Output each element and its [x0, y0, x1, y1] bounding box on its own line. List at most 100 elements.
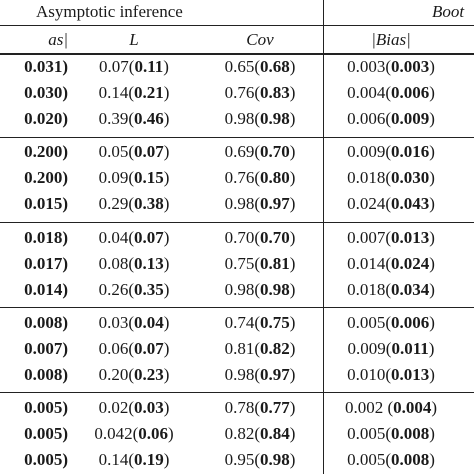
cell-boot-bias: 0.009(0.011) [347, 339, 435, 358]
cell-bold-value: 0.006 [391, 313, 430, 332]
cell-length: 0.14(0.21) [98, 83, 170, 102]
cell-bold-value: 0.38 [134, 194, 164, 213]
cell-estimate: 0.98 [224, 109, 255, 128]
cell-bold-value: 0.98 [260, 109, 290, 128]
cell-bold-value: 0.15 [134, 168, 164, 187]
cell-bias-tail: 0.007) [24, 339, 68, 358]
cell-coverage: 0.98(0.98) [224, 280, 296, 299]
cell-bias-tail: 0.020) [24, 109, 68, 128]
cell-estimate: 0.042 [94, 424, 133, 443]
col-header-bias: as| [48, 30, 68, 49]
cell-estimate: 0.76 [224, 83, 255, 102]
cell-estimate: 0.05 [98, 142, 129, 161]
cell-bold-value: 0.009 [391, 109, 430, 128]
cell-coverage: 0.98(0.98) [224, 109, 296, 128]
cell-estimate: 0.98 [224, 194, 255, 213]
cell-bias-tail: 0.008) [24, 313, 68, 332]
cell-estimate: 0.20 [98, 365, 129, 384]
cell-estimate: 0.95 [224, 450, 255, 469]
cell-bold-value: 0.003 [391, 57, 430, 76]
cell-bias-tail: 0.200) [24, 168, 68, 187]
cell-bold-value: 0.46 [134, 109, 164, 128]
cell-bold-value: 0.98 [260, 280, 290, 299]
cell-coverage: 0.69(0.70) [224, 142, 296, 161]
cell-estimate: 0.26 [98, 280, 129, 299]
cell-bold-value: 0.68 [260, 57, 290, 76]
cell-estimate: 0.03 [98, 313, 129, 332]
cell-estimate: 0.002 [344, 398, 388, 417]
cell-bold-value: 0.82 [260, 339, 290, 358]
cell-coverage: 0.75(0.81) [224, 254, 296, 273]
cell-bold-value: 0.21 [134, 83, 164, 102]
cell-bold-value: 0.35 [134, 280, 164, 299]
cell-boot-bias: 0.005(0.008) [347, 424, 435, 443]
cell-length: 0.03(0.04) [98, 313, 170, 332]
cell-estimate: 0.82 [224, 424, 255, 443]
column-separator [323, 0, 324, 474]
cell-bold-value: 0.011 [391, 339, 429, 358]
cell-estimate: 0.74 [224, 313, 255, 332]
cell-estimate: 0.007 [347, 228, 386, 247]
cell-bold-value: 0.013 [391, 365, 430, 384]
cell-bold-value: 0.11 [134, 57, 164, 76]
cell-bold-value: 0.013 [391, 228, 430, 247]
cell-bold-value: 0.70 [260, 142, 290, 161]
cell-bold-value: 0.03 [134, 398, 164, 417]
block-separator-rule [0, 392, 474, 393]
cell-estimate: 0.08 [98, 254, 129, 273]
cell-bold-value: 0.043 [391, 194, 430, 213]
cell-boot-bias: 0.002 (0.004) [344, 398, 438, 417]
cell-estimate: 0.98 [224, 365, 255, 384]
cell-estimate: 0.76 [224, 168, 255, 187]
cell-bias-tail: 0.030) [24, 83, 68, 102]
cell-estimate: 0.006 [347, 109, 386, 128]
cell-bold-value: 0.81 [260, 254, 290, 273]
cell-estimate: 0.75 [224, 254, 255, 273]
cell-estimate: 0.005 [347, 450, 386, 469]
cell-bold-value: 0.13 [134, 254, 164, 273]
cell-estimate: 0.69 [224, 142, 255, 161]
cell-estimate: 0.65 [224, 57, 255, 76]
cell-estimate: 0.005 [347, 424, 386, 443]
cell-estimate: 0.02 [98, 398, 129, 417]
cell-coverage: 0.82(0.84) [224, 424, 296, 443]
cell-boot-bias: 0.005(0.006) [347, 313, 435, 332]
cell-estimate: 0.009 [347, 339, 386, 358]
cell-bold-value: 0.04 [134, 313, 164, 332]
cell-bold-value: 0.19 [134, 450, 164, 469]
cell-boot-bias: 0.018(0.034) [347, 280, 435, 299]
cell-bold-value: 0.004 [393, 398, 432, 417]
cell-bold-value: 0.98 [260, 450, 290, 469]
cell-bold-value: 0.034 [391, 280, 430, 299]
cell-boot-bias: 0.009(0.016) [347, 142, 435, 161]
cell-boot-bias: 0.014(0.024) [347, 254, 435, 273]
cell-bold-value: 0.23 [134, 365, 164, 384]
cell-length: 0.06(0.07) [98, 339, 170, 358]
cell-length: 0.07(0.11) [99, 57, 169, 76]
cell-length: 0.39(0.46) [98, 109, 170, 128]
cell-bold-value: 0.70 [260, 228, 290, 247]
group-header-bootstrap: Boot [432, 2, 465, 21]
cell-bold-value: 0.07 [134, 339, 164, 358]
cell-bias-tail: 0.005) [24, 450, 68, 469]
cell-estimate: 0.010 [347, 365, 386, 384]
cell-boot-bias: 0.004(0.006) [347, 83, 435, 102]
cell-estimate: 0.78 [224, 398, 255, 417]
block-separator-rule [0, 307, 474, 308]
cell-bias-tail: 0.017) [24, 254, 68, 273]
cell-bold-value: 0.07 [134, 228, 164, 247]
cell-length: 0.05(0.07) [98, 142, 170, 161]
header-rule [0, 25, 474, 26]
cell-bold-value: 0.024 [391, 254, 430, 273]
cell-boot-bias: 0.003(0.003) [347, 57, 435, 76]
cell-bold-value: 0.84 [260, 424, 290, 443]
cell-bold-value: 0.008 [391, 450, 430, 469]
cell-estimate: 0.09 [98, 168, 129, 187]
cell-length: 0.02(0.03) [98, 398, 170, 417]
cell-coverage: 0.74(0.75) [224, 313, 296, 332]
cell-bold-value: 0.016 [391, 142, 430, 161]
cell-estimate: 0.14 [98, 83, 129, 102]
cell-estimate: 0.018 [347, 280, 386, 299]
cell-estimate: 0.005 [347, 313, 386, 332]
